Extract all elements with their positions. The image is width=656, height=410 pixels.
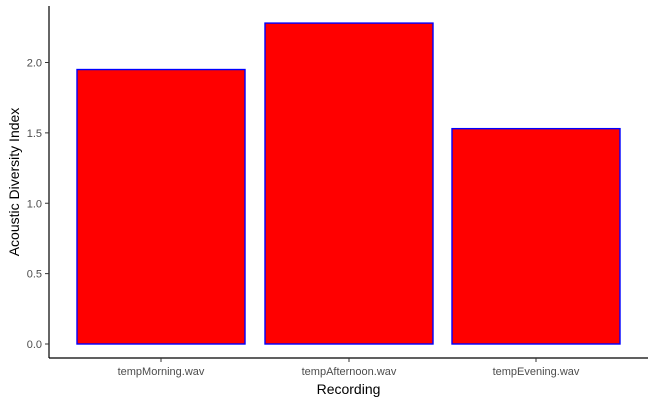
y-tick-label: 0.5 xyxy=(27,269,42,281)
y-axis: 0.0 0.5 1.0 1.5 2.0 xyxy=(27,6,50,358)
bar-tempmorning-wav xyxy=(76,68,246,345)
y-tick-label: 1.5 xyxy=(27,128,42,140)
y-tick-label: 0.0 xyxy=(27,339,42,351)
x-axis-title: Recording xyxy=(317,381,381,397)
y-tick-label: 1.0 xyxy=(27,198,42,210)
x-tick-label: tempEvening.wav xyxy=(493,366,580,378)
x-axis: tempMorning.wav tempAfternoon.wav tempEven… xyxy=(49,357,648,378)
x-tick-label: tempMorning.wav xyxy=(118,366,205,378)
y-axis-title: Acoustic Diversity Index xyxy=(6,108,22,257)
x-tick-label: tempAfternoon.wav xyxy=(302,366,397,378)
bars-layer xyxy=(76,22,621,345)
bar-tempafternoon-wav xyxy=(264,22,434,345)
bar-tempevening-wav xyxy=(451,127,621,345)
y-tick-label: 2.0 xyxy=(27,58,42,70)
